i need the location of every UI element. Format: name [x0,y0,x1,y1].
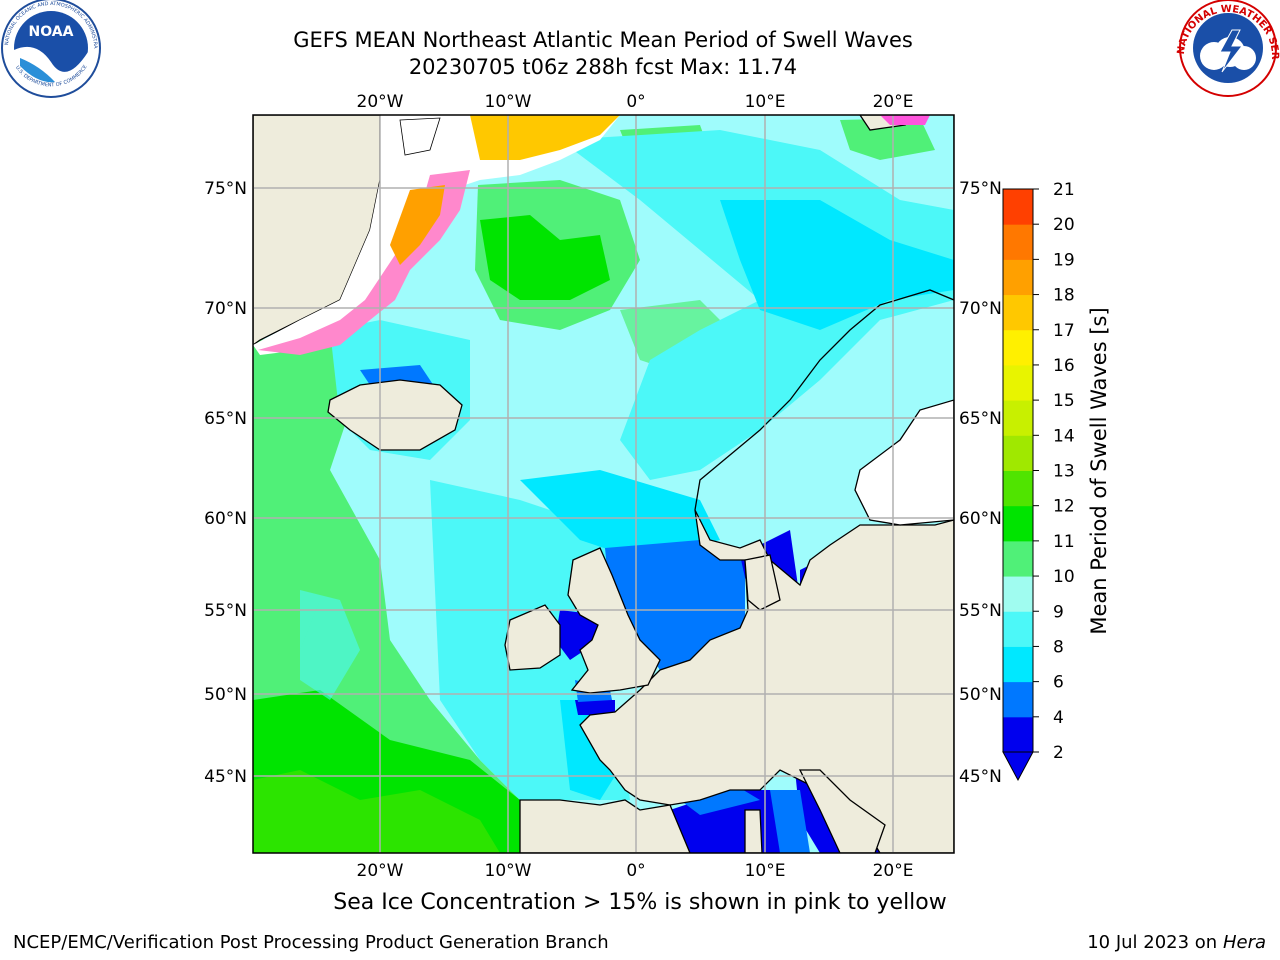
colorbar-tick-label: 10 [1053,567,1075,587]
lat-tick-right: 75°N [959,179,1002,199]
lon-tick-top: 20°W [357,92,404,112]
colorbar-tick-label: 9 [1053,602,1064,622]
colorbar-tick-label: 15 [1053,391,1075,411]
map-frame [252,114,955,854]
lat-ticks-right: 75°N 70°N 65°N 60°N 55°N 50°N 45°N [959,179,1002,787]
colorbar-label: Mean Period of Swell Waves [s] [1087,307,1111,634]
colorbar-tick-label: 11 [1053,532,1075,552]
colorbar-segment [1003,470,1033,507]
lat-tick-left: 55°N [204,601,247,621]
map-subtitle: 20230705 t06z 288h fcst Max: 11.74 [408,55,798,79]
lat-tick-right: 65°N [959,409,1002,429]
graticule [253,115,954,853]
map-panel [253,115,954,853]
lat-tick-right: 60°N [959,509,1002,529]
map-title: GEFS MEAN Northeast Atlantic Mean Period… [293,28,913,52]
lon-tick-top: 20°E [873,92,914,112]
footer-date: 10 Jul 2023 on Hera [1087,932,1266,953]
colorbar-tick-label: 21 [1053,180,1075,200]
footer-machine: Hera [1222,932,1266,953]
nws-logo: NATIONAL WEATHER SERVICE [0,0,1280,97]
colorbar-tick-label: 2 [1053,743,1064,763]
lat-tick-left: 50°N [204,685,247,705]
colorbar-tick-label: 12 [1053,497,1075,517]
colorbar-segment [1003,576,1033,612]
colorbar-tick-label: 19 [1053,250,1075,270]
lat-tick-right: 50°N [959,685,1002,705]
colorbar-segment [1003,329,1033,366]
lon-tick-bottom: 10°W [485,861,532,881]
lat-tick-right: 70°N [959,299,1002,319]
lat-tick-right: 45°N [959,767,1002,787]
colorbar-tick-label: 16 [1053,356,1075,376]
land-areas [253,115,954,853]
lat-ticks-left: 75°N 70°N 65°N 60°N 55°N 50°N 45°N [204,179,247,787]
lon-ticks-top: 20°W 10°W 0° 10°E 20°E [357,92,914,112]
nws-logo-ring-text: NATIONAL WEATHER SERVICE [0,0,1280,60]
lat-tick-left: 60°N [204,509,247,529]
lat-tick-right: 55°N [959,601,1002,621]
colorbar-segment [1003,716,1033,753]
colorbar-segment [1003,505,1033,542]
colorbar-segment [1003,540,1033,577]
colorbar-segment [1003,400,1033,436]
colorbar-tick-label: 17 [1053,321,1075,341]
colorbar: 2 4 6 8 9 10 11 12 13 14 15 16 17 18 19 20 21 [1002,180,1075,782]
colorbar-segment [1003,364,1033,401]
colorbar-tick-label: 6 [1053,673,1064,693]
colorbar-segment [1003,259,1033,296]
colorbar-tick-label: 18 [1053,286,1075,306]
colorbar-tick-label: 20 [1053,215,1075,235]
lon-tick-top: 10°W [485,92,532,112]
sea-ice-caption: Sea Ice Concentration > 15% is shown in … [333,890,947,915]
colorbar-segment [1003,646,1033,683]
colorbar-segment [1003,189,1033,225]
colorbar-tick-label: 14 [1053,426,1075,446]
footer-date-text: 10 Jul 2023 on [1087,932,1223,953]
colorbar-tick-label: 13 [1053,462,1075,482]
colorbar-segment [1003,294,1033,331]
lat-tick-left: 70°N [204,299,247,319]
colorbar-tick-label: 8 [1053,637,1064,657]
lon-tick-bottom: 10°E [745,861,786,881]
colorbar-segment [1003,224,1033,260]
colorbar-segment [1003,611,1033,647]
noaa-logo-text: NOAA [29,24,74,40]
lon-tick-top: 0° [626,92,645,112]
lat-tick-left: 65°N [204,409,247,429]
lon-tick-top: 10°E [745,92,786,112]
colorbar-extend-triangle [1002,751,1034,782]
footer-organization: NCEP/EMC/Verification Post Processing Pr… [13,932,609,953]
colorbar-segment [1003,681,1033,718]
colorbar-tick-label: 4 [1053,708,1064,728]
lat-tick-left: 75°N [204,179,247,199]
lon-tick-bottom: 20°E [873,861,914,881]
svg-text:NATIONAL WEATHER SERVICE: NATIONAL WEATHER SERVICE [0,0,1280,60]
lon-tick-bottom: 0° [626,861,645,881]
colorbar-segment [1003,435,1033,471]
lon-ticks-bottom: 20°W 10°W 0° 10°E 20°E [357,861,914,881]
noaa-logo: NOAA NATIONAL OCEANIC AND ATMOSPHERIC AD… [0,0,101,98]
lon-tick-bottom: 20°W [357,861,404,881]
lat-tick-left: 45°N [204,767,247,787]
